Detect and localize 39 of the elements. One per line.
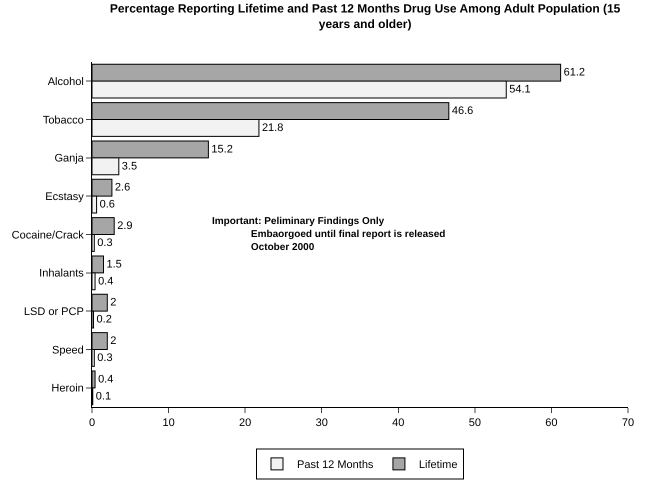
x-tick-label: 60 bbox=[545, 417, 558, 430]
legend-label: Past 12 Months bbox=[297, 459, 374, 472]
chart-title: Percentage Reporting Lifetime and Past 12 Months Drug Use Among Adult Population (15 years and older) bbox=[110, 1, 621, 31]
data-label: 2 bbox=[110, 296, 116, 309]
y-tick-label: Ecstasy bbox=[45, 191, 84, 204]
x-tick-label: 70 bbox=[622, 417, 634, 430]
y-tick-label: Inhalants bbox=[39, 268, 84, 280]
data-label: 1.5 bbox=[106, 258, 122, 270]
y-tick-label: Heroin bbox=[51, 382, 84, 395]
data-label: 0.3 bbox=[97, 236, 113, 249]
x-tick-label: 10 bbox=[162, 417, 175, 430]
data-label: 0.1 bbox=[96, 390, 112, 402]
y-tick-label: Cocaine/Crack bbox=[12, 229, 84, 242]
legend-label: Lifetime bbox=[418, 459, 458, 472]
data-label: 54.1 bbox=[509, 84, 531, 96]
data-label: 3.5 bbox=[122, 160, 138, 172]
y-tick-label: Ganja bbox=[54, 152, 85, 165]
data-label: 2.9 bbox=[117, 220, 133, 232]
x-tick-label: 30 bbox=[316, 417, 328, 430]
annotation: Important: Peliminary Findings Only Embaorgoed until final report is released October 2000 bbox=[212, 216, 446, 253]
data-label: 2.6 bbox=[114, 182, 130, 194]
y-tick-label: Tobacco bbox=[42, 114, 84, 126]
y-tick-label: Alcohol bbox=[48, 76, 84, 88]
data-label: 0.4 bbox=[98, 275, 114, 288]
data-label: 0.4 bbox=[98, 373, 114, 386]
data-label: 2 bbox=[110, 335, 116, 348]
x-tick-label: 20 bbox=[239, 417, 252, 430]
data-label: 21.8 bbox=[262, 122, 284, 134]
data-label: 46.6 bbox=[452, 105, 474, 118]
y-tick-label: Speed bbox=[52, 344, 84, 356]
x-tick-label: 0 bbox=[88, 417, 96, 430]
data-label: 61.2 bbox=[564, 66, 586, 79]
data-label: 0.3 bbox=[97, 352, 113, 364]
x-tick-label: 50 bbox=[468, 417, 481, 430]
y-tick-label: LSD or PCP bbox=[24, 306, 84, 318]
x-tick-label: 40 bbox=[392, 417, 404, 430]
data-label: 15.2 bbox=[211, 143, 233, 156]
data-label: 0.6 bbox=[100, 198, 115, 211]
data-label: 0.2 bbox=[96, 314, 112, 326]
